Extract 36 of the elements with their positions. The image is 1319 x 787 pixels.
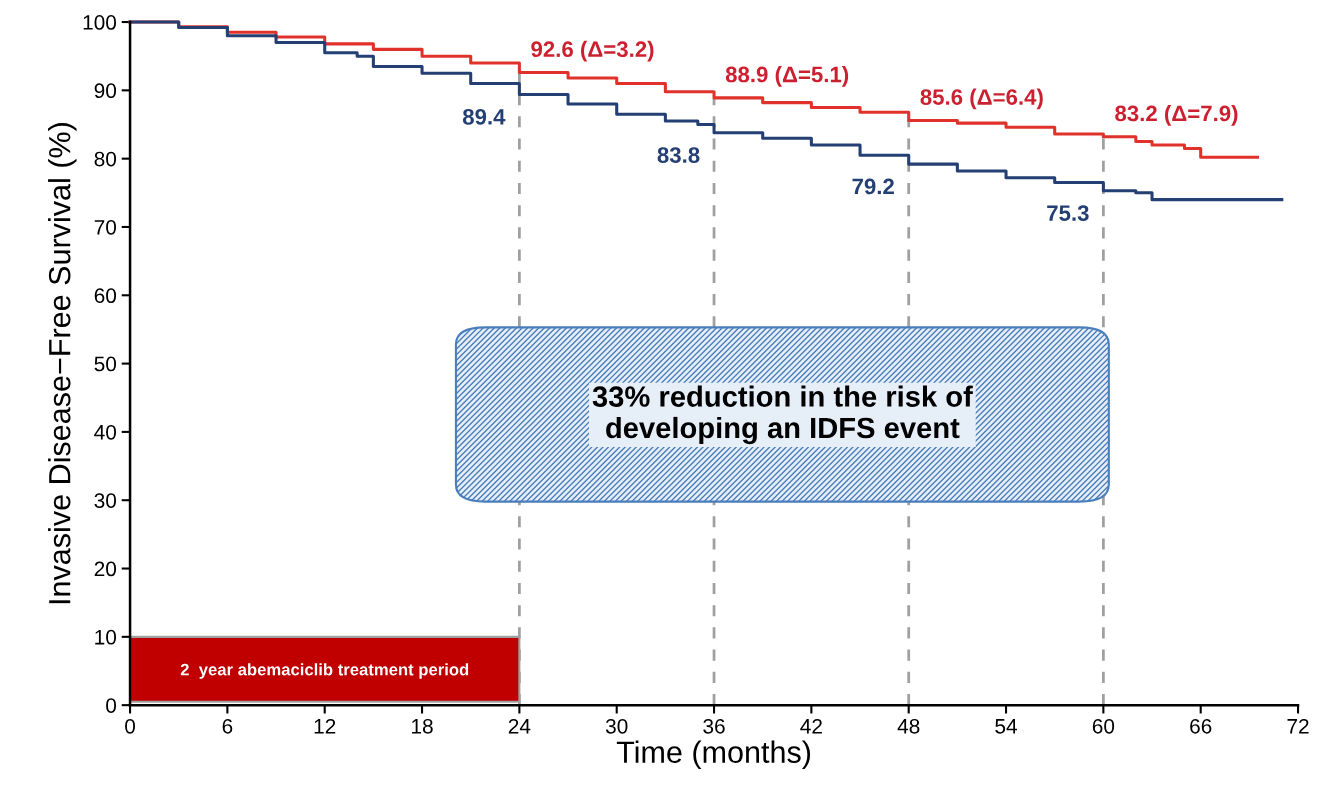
y-tick-label: 0: [106, 698, 117, 713]
x-tick-label: 30: [605, 718, 628, 734]
y-tick-label: 60: [94, 288, 117, 304]
x-tick-label: 12: [314, 718, 336, 734]
annotation: 75.3: [1047, 205, 1089, 222]
y-tick-label: 70: [94, 219, 117, 235]
y-tick-label: 20: [94, 561, 117, 577]
x-tick-label: 0: [125, 718, 136, 734]
x-tick-label: 18: [412, 718, 433, 734]
x-tick-label: 72: [1287, 718, 1309, 734]
annotation: 85.6 (Δ=6.4): [920, 88, 1043, 110]
band-label: 2 year abemaciclib treatment period: [180, 663, 469, 679]
x-tick-label: 24: [508, 718, 531, 734]
y-tick-label: 80: [94, 151, 117, 167]
x-tick-label: 42: [800, 718, 822, 734]
y-tick-label: 90: [94, 83, 117, 99]
y-tick-label: 50: [94, 356, 117, 372]
x-tick-label: 66: [1190, 718, 1212, 734]
annotation: 89.4: [462, 108, 506, 125]
annotation: 33% reduction in the risk of developing an IDFS event: [592, 385, 973, 445]
x-tick-label: 54: [995, 719, 1018, 734]
x-tick-label: 60: [1092, 718, 1115, 734]
annotation: 92.6 (Δ=3.2): [531, 40, 654, 62]
annotation: 79.2: [852, 178, 894, 195]
y-tick-label: 40: [94, 424, 117, 440]
x-axis-title: Time (months): [616, 740, 811, 770]
y-axis-title: Invasive Disease−Free Survival (%): [48, 123, 77, 604]
annotation: 83.8: [657, 147, 700, 163]
y-tick-label: 30: [94, 493, 117, 508]
x-tick-label: 36: [703, 718, 725, 734]
x-tick-label: 48: [897, 718, 920, 734]
y-tick-label: 10: [95, 629, 117, 645]
annotation: 88.9 (Δ=5.1): [725, 66, 849, 87]
annotation: 83.2 (Δ=7.9): [1115, 104, 1238, 126]
x-tick-label: 6: [222, 718, 233, 734]
y-tick-label: 100: [83, 15, 117, 30]
